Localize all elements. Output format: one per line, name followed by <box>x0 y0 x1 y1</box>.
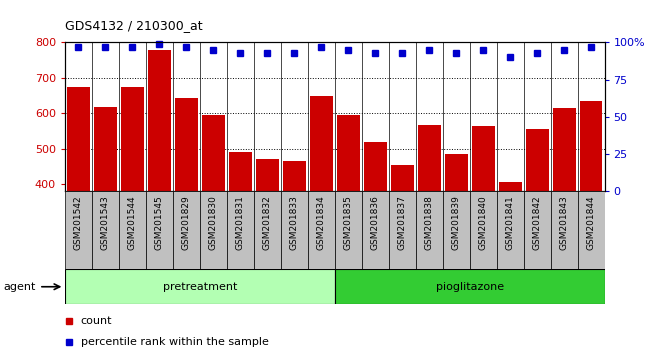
Text: GSM201834: GSM201834 <box>317 195 326 250</box>
Bar <box>227 191 254 269</box>
Bar <box>310 96 333 326</box>
Text: GSM201542: GSM201542 <box>74 195 83 250</box>
Bar <box>335 269 604 304</box>
Bar <box>148 50 171 326</box>
Bar <box>472 126 495 326</box>
Bar <box>65 269 335 304</box>
Text: GSM201830: GSM201830 <box>209 195 218 250</box>
Text: GSM201840: GSM201840 <box>478 195 488 250</box>
Bar <box>499 182 521 326</box>
Text: percentile rank within the sample: percentile rank within the sample <box>81 337 268 348</box>
Text: GSM201829: GSM201829 <box>182 195 191 250</box>
Bar <box>524 191 551 269</box>
Text: GSM201837: GSM201837 <box>398 195 407 250</box>
Text: GSM201843: GSM201843 <box>560 195 569 250</box>
Bar <box>335 191 361 269</box>
Bar <box>121 87 144 326</box>
Text: count: count <box>81 316 112 326</box>
Bar <box>65 191 92 269</box>
Text: GSM201835: GSM201835 <box>344 195 353 250</box>
Bar <box>470 191 497 269</box>
Text: GSM201545: GSM201545 <box>155 195 164 250</box>
Bar <box>364 142 387 326</box>
Bar <box>391 165 413 326</box>
Bar <box>337 115 359 326</box>
Bar <box>580 101 603 326</box>
Text: GSM201831: GSM201831 <box>236 195 245 250</box>
Bar <box>92 191 119 269</box>
Bar <box>200 191 227 269</box>
Bar <box>119 191 146 269</box>
Bar <box>146 191 173 269</box>
Text: GSM201842: GSM201842 <box>532 195 541 250</box>
Text: GSM201844: GSM201844 <box>586 195 595 250</box>
Bar <box>389 191 416 269</box>
Bar <box>497 191 524 269</box>
Bar <box>526 129 549 326</box>
Bar <box>256 159 279 326</box>
Bar <box>67 87 90 326</box>
Bar <box>283 161 306 326</box>
Bar <box>281 191 308 269</box>
Bar <box>202 115 225 326</box>
Bar <box>308 191 335 269</box>
Bar <box>173 191 200 269</box>
Bar <box>416 191 443 269</box>
Text: GDS4132 / 210300_at: GDS4132 / 210300_at <box>65 19 203 32</box>
Bar <box>94 107 117 326</box>
Bar <box>254 191 281 269</box>
Bar <box>175 98 198 326</box>
Bar <box>445 154 467 326</box>
Text: GSM201544: GSM201544 <box>128 195 137 250</box>
Bar <box>229 152 252 326</box>
Bar <box>418 125 441 326</box>
Text: GSM201838: GSM201838 <box>424 195 434 250</box>
Text: GSM201839: GSM201839 <box>452 195 461 250</box>
Text: GSM201543: GSM201543 <box>101 195 110 250</box>
Text: pioglitazone: pioglitazone <box>436 282 504 292</box>
Bar <box>551 191 577 269</box>
Text: GSM201836: GSM201836 <box>370 195 380 250</box>
Text: pretreatment: pretreatment <box>162 282 237 292</box>
Bar <box>577 191 605 269</box>
Text: GSM201841: GSM201841 <box>506 195 515 250</box>
Text: GSM201832: GSM201832 <box>263 195 272 250</box>
Bar <box>552 108 575 326</box>
Bar <box>443 191 470 269</box>
Text: GSM201833: GSM201833 <box>290 195 299 250</box>
Text: agent: agent <box>3 282 36 292</box>
Bar <box>361 191 389 269</box>
